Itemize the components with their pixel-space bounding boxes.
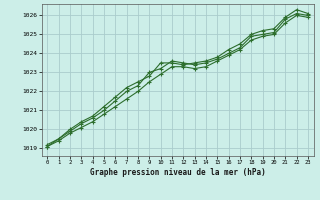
X-axis label: Graphe pression niveau de la mer (hPa): Graphe pression niveau de la mer (hPa) bbox=[90, 168, 266, 177]
